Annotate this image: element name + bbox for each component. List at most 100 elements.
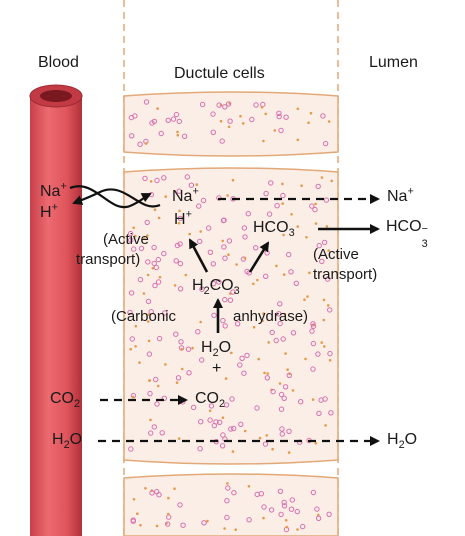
cytoplasm-dot	[174, 284, 177, 287]
cytoplasm-dot	[326, 225, 329, 228]
cytoplasm-dot	[263, 372, 266, 375]
cytoplasm-dot	[252, 283, 255, 286]
cytoplasm-dot	[143, 292, 146, 295]
na-lumen-label: Na+	[387, 189, 414, 205]
cytoplasm-dot	[329, 359, 332, 362]
cytoplasm-dot	[188, 233, 191, 236]
cytoplasm-dot	[324, 424, 327, 427]
cytoplasm-dot	[222, 416, 225, 419]
cytoplasm-dot	[239, 115, 242, 118]
cell-top	[124, 92, 338, 156]
cytoplasm-dot	[227, 253, 230, 256]
cytoplasm-dot	[297, 108, 300, 111]
cytoplasm-dot	[315, 222, 318, 225]
lumen-header: Lumen	[369, 55, 418, 71]
cytoplasm-dot	[314, 203, 317, 206]
cytoplasm-dot	[330, 180, 333, 183]
cytoplasm-dot	[132, 396, 135, 399]
cytoplasm-dot	[199, 230, 202, 233]
cytoplasm-dot	[312, 398, 315, 401]
cytoplasm-dot	[164, 363, 167, 366]
co2-cell-label: CO2	[195, 391, 225, 407]
cytoplasm-dot	[286, 526, 289, 529]
cytoplasm-dot	[323, 299, 326, 302]
cytoplasm-dot	[191, 347, 194, 350]
h2o-blood-label: H2O	[52, 432, 82, 448]
cytoplasm-dot	[178, 437, 181, 440]
cytoplasm-dot	[244, 430, 247, 433]
cytoplasm-dot	[209, 410, 212, 413]
cytoplasm-dot	[242, 122, 245, 125]
active-transport-right-line2: transport)	[313, 267, 377, 282]
cytoplasm-dot	[167, 513, 170, 516]
cytoplasm-dot	[199, 321, 202, 324]
cytoplasm-dot	[226, 482, 229, 485]
cytoplasm-dot	[266, 372, 269, 375]
cytoplasm-dot	[149, 379, 152, 382]
cytoplasm-dot	[223, 527, 226, 530]
cytoplasm-dot	[221, 240, 224, 243]
cytoplasm-dot	[135, 325, 138, 328]
cytoplasm-dot	[264, 113, 267, 116]
cytoplasm-dot	[228, 126, 231, 129]
cytoplasm-dot	[149, 419, 152, 422]
cytoplasm-dot	[129, 348, 132, 351]
carbonic-anhydrase-line1: (Carbonic	[111, 309, 176, 324]
cytoplasm-dot	[156, 107, 159, 110]
cytoplasm-dot	[327, 304, 330, 307]
cytoplasm-dot	[315, 442, 318, 445]
active-transport-left-line1: (Active	[103, 232, 149, 247]
cytoplasm-dot	[300, 184, 303, 187]
cytoplasm-dot	[262, 517, 265, 520]
cytoplasm-dot	[281, 202, 284, 205]
cytoplasm-dot	[308, 272, 311, 275]
cytoplasm-dot	[235, 263, 238, 266]
cytoplasm-dot	[321, 176, 324, 179]
cytoplasm-dot	[148, 340, 151, 343]
active-transport-left-line2: transport)	[76, 252, 140, 267]
ductule-cells-header: Ductule cells	[174, 66, 265, 82]
na-blood-label: Na+	[40, 184, 67, 200]
cytoplasm-dot	[265, 434, 268, 437]
cytoplasm-dot	[253, 326, 256, 329]
cytoplasm-dot	[158, 217, 161, 220]
h2o-cell-label: H2O	[201, 340, 231, 356]
cytoplasm-dot	[259, 437, 262, 440]
cytoplasm-dot	[306, 295, 309, 298]
cytoplasm-dot	[305, 236, 308, 239]
cytoplasm-dot	[156, 525, 159, 528]
co2-blood-label: CO2	[50, 391, 80, 407]
cytoplasm-dot	[150, 180, 153, 183]
cytoplasm-dot	[256, 279, 259, 282]
cytoplasm-dot	[139, 524, 142, 527]
cytoplasm-dot	[234, 528, 237, 531]
cytoplasm-dot	[244, 257, 247, 260]
cytoplasm-dot	[144, 487, 147, 490]
cytoplasm-dot	[323, 345, 326, 348]
cytoplasm-dot	[307, 121, 310, 124]
carbonic-anhydrase-line2: anhydrase)	[233, 309, 308, 324]
cytoplasm-dot	[328, 120, 331, 123]
cytoplasm-dot	[176, 131, 179, 134]
cytoplasm-dot	[159, 276, 162, 279]
cytoplasm-dot	[323, 319, 326, 322]
cytoplasm-dot	[147, 274, 150, 277]
cytoplasm-dot	[232, 179, 235, 182]
cytoplasm-dot	[154, 208, 157, 211]
cytoplasm-dot	[281, 183, 284, 186]
h2o-lumen-label: H2O	[387, 432, 417, 448]
cytoplasm-dot	[220, 120, 223, 123]
cytoplasm-dot	[297, 139, 300, 142]
cytoplasm-dot	[176, 381, 179, 384]
cytoplasm-dot	[271, 448, 274, 451]
hco3-lumen-label: HCO −3	[386, 219, 430, 235]
cytoplasm-dot	[157, 385, 160, 388]
cytoplasm-dot	[225, 377, 228, 380]
cytoplasm-dot	[261, 106, 264, 109]
cytoplasm-dot	[181, 348, 184, 351]
cytoplasm-dot	[304, 358, 307, 361]
cytoplasm-dot	[286, 368, 289, 371]
cytoplasm-dot	[303, 298, 306, 301]
plus-sign: +	[212, 361, 221, 377]
cytoplasm-dot	[279, 382, 282, 385]
